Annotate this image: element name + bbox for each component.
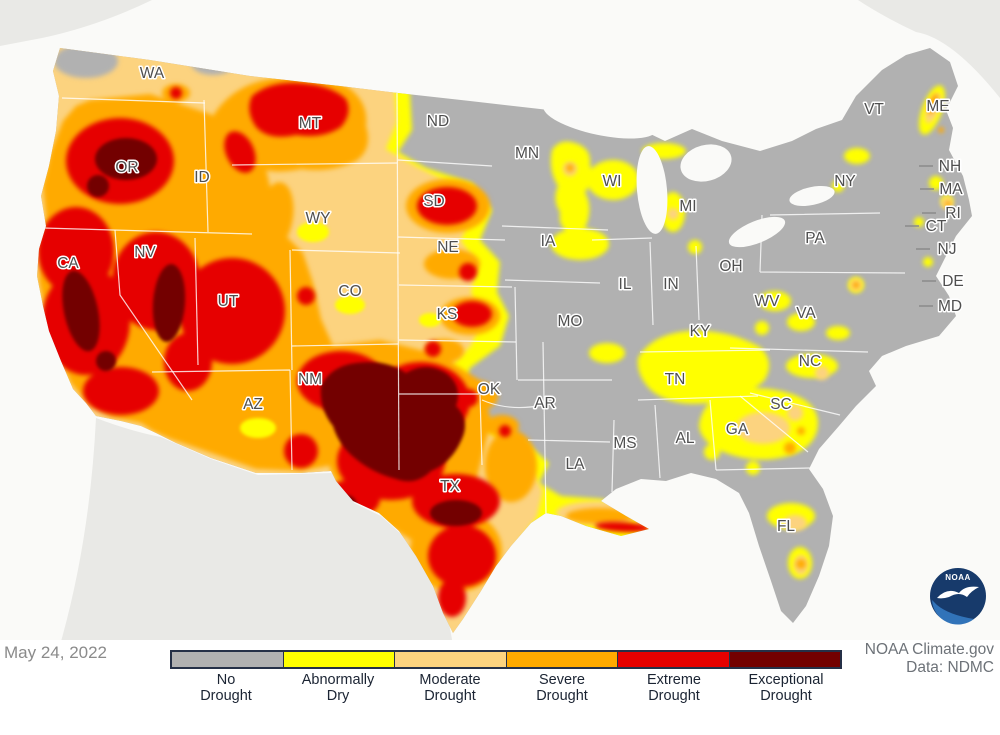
legend-label-extreme-drought: Extreme Drought bbox=[647, 672, 701, 705]
state-label-vt: VT bbox=[864, 101, 884, 118]
state-label-la: LA bbox=[566, 456, 586, 473]
legend-swatch-abnormally-dry bbox=[282, 652, 394, 667]
legend-label-moderate-drought: Moderate Drought bbox=[419, 672, 481, 705]
state-label-mi: MI bbox=[679, 198, 696, 215]
noaa-logo-text: NOAA bbox=[945, 573, 971, 582]
state-label-nd: ND bbox=[427, 113, 449, 130]
state-label-nh: NH bbox=[939, 158, 961, 175]
noaa-logo: NOAA bbox=[929, 567, 987, 625]
lake-michigan bbox=[636, 146, 668, 234]
state-label-nv: NV bbox=[134, 244, 156, 261]
state-label-ga: GA bbox=[726, 421, 749, 438]
legend-label-exceptional-drought: Exceptional Drought bbox=[748, 672, 824, 705]
lake-ontario bbox=[789, 185, 835, 207]
state-label-nc: NC bbox=[799, 353, 821, 370]
noaa-logo-wave bbox=[932, 600, 974, 625]
state-label-mo: MO bbox=[558, 313, 583, 330]
state-label-ok: OK bbox=[478, 381, 501, 398]
attribution-source: NOAA Climate.gov bbox=[864, 641, 994, 658]
state-label-ca: CA bbox=[57, 255, 79, 272]
lake-superior bbox=[543, 97, 657, 139]
state-label-ks: KS bbox=[437, 306, 458, 323]
lake-huron bbox=[680, 144, 732, 182]
state-label-mn: MN bbox=[515, 145, 539, 162]
lake-erie bbox=[728, 216, 786, 248]
drought-legend: No Drought Abnormally Dry Moderate Drought … bbox=[170, 650, 842, 704]
neighbor-land bbox=[0, 0, 1000, 640]
state-label-pa: PA bbox=[805, 230, 825, 247]
state-label-wi: WI bbox=[603, 173, 622, 190]
legend-swatch-no-drought bbox=[172, 652, 283, 667]
state-label-nm: NM bbox=[298, 371, 322, 388]
state-label-az: AZ bbox=[243, 396, 263, 413]
state-label-co: CO bbox=[338, 283, 361, 300]
state-label-il: IL bbox=[619, 276, 632, 293]
state-label-sc: SC bbox=[770, 396, 792, 413]
map-date: May 24, 2022 bbox=[4, 643, 108, 662]
state-label-ky: KY bbox=[690, 323, 711, 340]
state-label-ri: RI bbox=[945, 205, 961, 222]
state-label-or: OR bbox=[115, 159, 138, 176]
state-label-in: IN bbox=[663, 276, 679, 293]
legend-swatch-moderate-drought bbox=[394, 652, 506, 667]
state-label-md: MD bbox=[938, 298, 962, 315]
noaa-logo-gull-icon bbox=[937, 586, 979, 599]
legend-color-bar bbox=[170, 650, 842, 669]
footer: May 24, 2022 No Drought Abnormally Dry Mod… bbox=[0, 640, 1000, 735]
state-label-ma: MA bbox=[939, 181, 963, 198]
drought-pockets-abnormally-dry bbox=[240, 222, 441, 438]
attribution: NOAA Climate.gov Data: NDMC bbox=[865, 641, 994, 677]
state-label-mt: MT bbox=[299, 115, 322, 132]
canada-west-land bbox=[0, 0, 152, 46]
state-label-ne: NE bbox=[437, 239, 459, 256]
legend-labels: No Drought Abnormally Dry Moderate Drought … bbox=[170, 672, 842, 704]
state-label-al: AL bbox=[676, 430, 695, 447]
attribution-data: Data: NDMC bbox=[906, 658, 994, 676]
state-label-va: VA bbox=[796, 305, 816, 322]
state-label-ny: NY bbox=[834, 173, 856, 190]
state-label-ut: UT bbox=[218, 293, 239, 310]
legend-label-no-drought: No Drought bbox=[200, 672, 252, 705]
legend-swatch-extreme-drought bbox=[617, 652, 729, 667]
state-label-de: DE bbox=[942, 273, 964, 290]
state-label-wy: WY bbox=[306, 210, 331, 227]
state-label-tx: TX bbox=[440, 478, 460, 495]
state-label-ct: CT bbox=[926, 218, 947, 235]
legend-label-severe-drought: Severe Drought bbox=[536, 672, 588, 705]
state-label-tn: TN bbox=[665, 371, 686, 388]
mexico-land bbox=[61, 418, 453, 640]
state-label-wv: WV bbox=[755, 293, 781, 310]
state-label-ia: IA bbox=[541, 233, 556, 250]
legend-swatch-severe-drought bbox=[505, 652, 617, 667]
legend-swatch-exceptional-drought bbox=[728, 652, 840, 667]
state-label-wa: WA bbox=[140, 65, 165, 82]
state-borders bbox=[42, 92, 906, 516]
state-labels: WA OR CA NV ID MT WY UT AZ NM CO ND SD NE KS OK TX MN IA MO… bbox=[56, 64, 966, 537]
great-lakes bbox=[543, 97, 835, 248]
state-label-oh: OH bbox=[719, 258, 742, 275]
state-label-me: ME bbox=[926, 98, 949, 115]
state-label-ar: AR bbox=[534, 395, 556, 412]
state-label-nj: NJ bbox=[938, 241, 957, 258]
us-drought-map: WA OR CA NV ID MT WY UT AZ NM CO ND SD NE KS OK TX MN IA MO… bbox=[0, 0, 1000, 640]
canada-east-land bbox=[858, 0, 1000, 98]
state-label-ms: MS bbox=[613, 435, 636, 452]
state-label-sd: SD bbox=[423, 193, 445, 210]
state-label-fl: FL bbox=[777, 518, 795, 535]
state-label-id: ID bbox=[194, 169, 210, 186]
legend-label-abnormally-dry: Abnormally Dry bbox=[301, 672, 375, 705]
